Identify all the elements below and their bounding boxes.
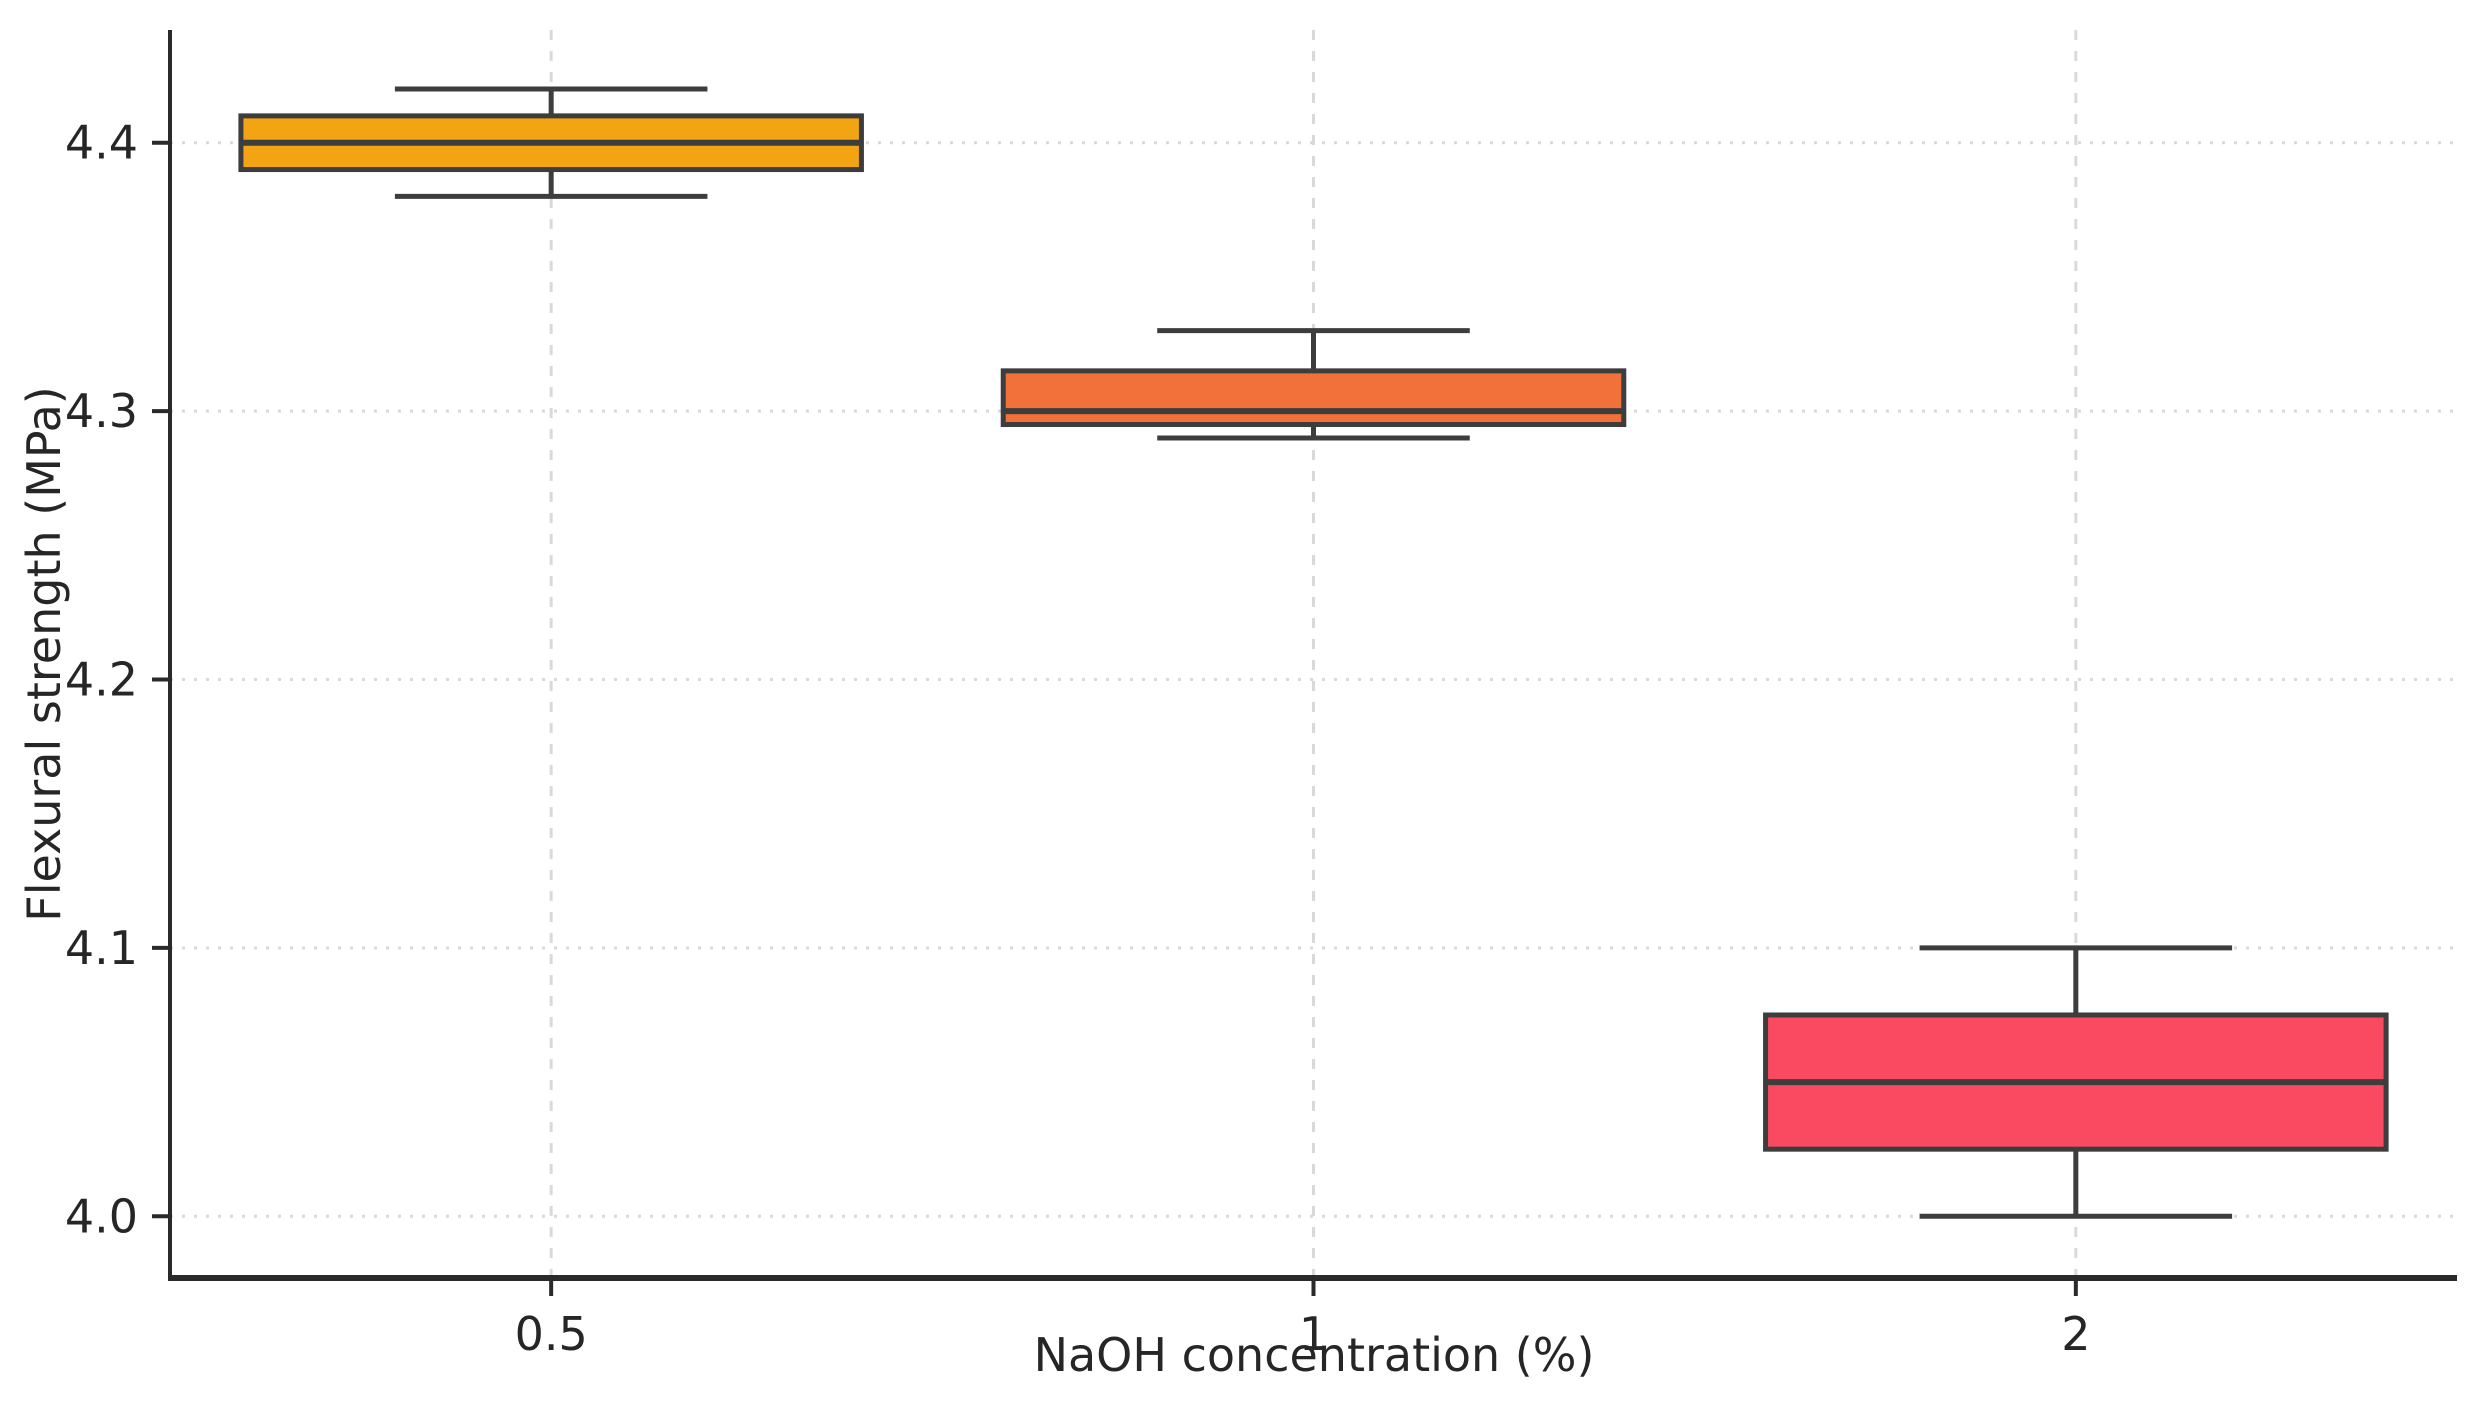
iqr-box <box>1000 368 1627 428</box>
y-tick-label: 4.3 <box>65 384 138 438</box>
x-tick-label: 0.5 <box>515 1307 588 1361</box>
y-tick-label: 4.0 <box>65 1189 138 1243</box>
y-axis-label: Flexural strength (MPa) <box>17 386 71 922</box>
y-tick-label: 4.1 <box>65 921 138 975</box>
y-tick-label: 4.4 <box>65 116 138 170</box>
x-tick-label: 1 <box>1299 1307 1328 1361</box>
x-axis-label: NaOH concentration (%) <box>1033 1328 1595 1382</box>
y-tick-label: 4.2 <box>65 652 138 706</box>
x-tick-label: 2 <box>2061 1307 2090 1361</box>
